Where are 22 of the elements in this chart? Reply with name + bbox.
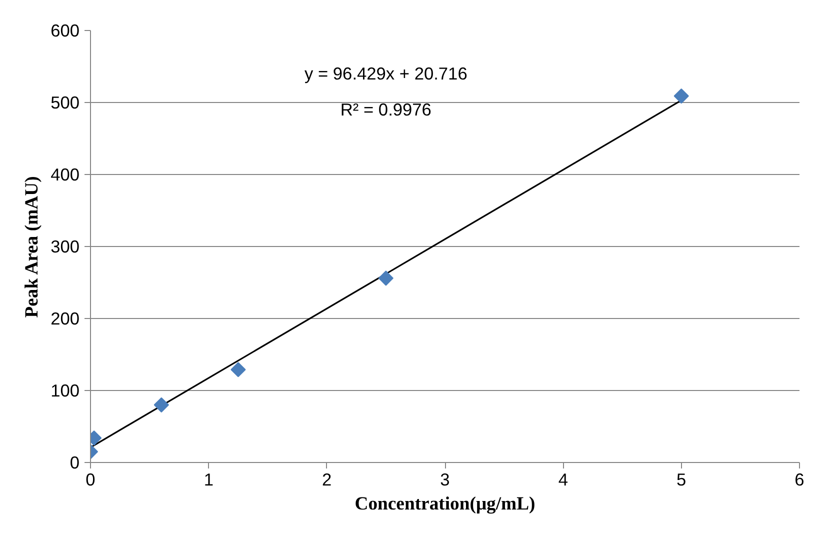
point [378,270,394,286]
point [230,362,246,378]
x-tick-label: 0 [86,470,96,490]
y-tick-label: 500 [50,92,80,112]
x-axis-title: Concentration(μg/mL) [354,494,536,514]
y-tick-label: 200 [50,308,80,328]
x-tick-label: 5 [676,470,686,490]
annotation: R² = 0.9976 [340,100,432,120]
x-tick-label: 6 [794,470,804,490]
y-tick-label: 400 [50,164,80,184]
point [154,397,169,412]
x-tick-label: 4 [558,470,568,490]
x-tick-label: 3 [440,470,450,490]
annotation: y = 96.429x + 20.716 [304,64,468,84]
y-tick-label: 0 [70,452,80,472]
x-tick-label: 2 [322,470,332,490]
y-tick-label: 100 [50,380,80,400]
y-axis-title: Peak Area (mAU) [22,176,43,318]
x-tick-label: 1 [204,470,214,490]
y-tick-label: 300 [50,236,80,256]
point [674,88,689,104]
y-tick-label: 600 [50,20,80,40]
